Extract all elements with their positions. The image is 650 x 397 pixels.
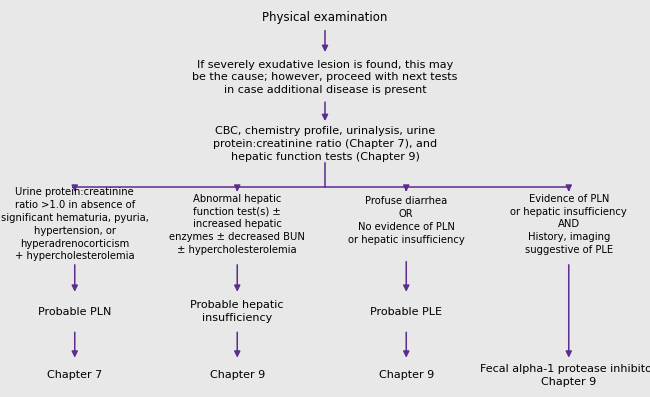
Text: CBC, chemistry profile, urinalysis, urine
protein:creatinine ratio (Chapter 7), : CBC, chemistry profile, urinalysis, urin…: [213, 126, 437, 162]
Text: Chapter 7: Chapter 7: [47, 370, 103, 380]
Text: Evidence of PLN
or hepatic insufficiency
AND
History, imaging
suggestive of PLE: Evidence of PLN or hepatic insufficiency…: [510, 194, 627, 255]
Text: Chapter 9: Chapter 9: [209, 370, 265, 380]
Text: Probable PLE: Probable PLE: [370, 306, 442, 317]
Text: Profuse diarrhea
OR
No evidence of PLN
or hepatic insufficiency: Profuse diarrhea OR No evidence of PLN o…: [348, 196, 465, 245]
Text: Fecal alpha-1 protease inhibitor
Chapter 9: Fecal alpha-1 protease inhibitor Chapter…: [480, 364, 650, 387]
Text: Urine protein:creatinine
ratio >1.0 in absence of
significant hematuria, pyuria,: Urine protein:creatinine ratio >1.0 in a…: [1, 187, 149, 261]
Text: Probable hepatic
insufficiency: Probable hepatic insufficiency: [190, 300, 284, 323]
Text: Physical examination: Physical examination: [263, 12, 387, 24]
Text: Abnormal hepatic
function test(s) ±
increased hepatic
enzymes ± decreased BUN
± : Abnormal hepatic function test(s) ± incr…: [169, 194, 306, 255]
Text: Probable PLN: Probable PLN: [38, 306, 111, 317]
Text: Chapter 9: Chapter 9: [378, 370, 434, 380]
Text: If severely exudative lesion is found, this may
be the cause; however, proceed w: If severely exudative lesion is found, t…: [192, 60, 458, 95]
